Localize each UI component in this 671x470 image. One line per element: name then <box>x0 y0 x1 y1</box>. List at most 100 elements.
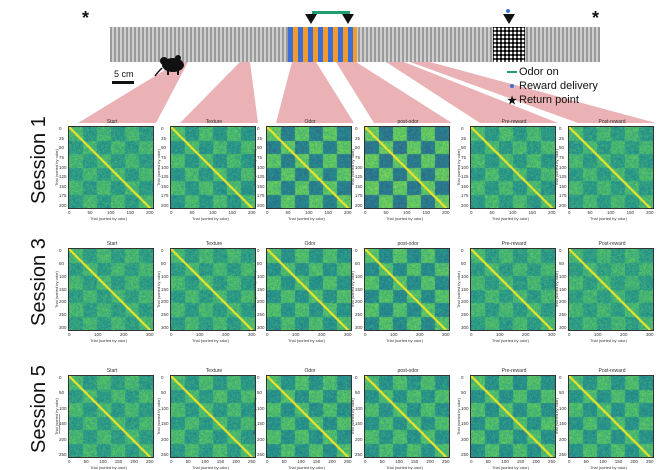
y-tick-label: 100 <box>461 405 469 411</box>
y-tick-label: 50 <box>461 145 467 151</box>
legend-item-return: ★ Return point <box>505 93 598 107</box>
y-tick-label: 200 <box>59 299 67 305</box>
track-stripe <box>293 27 298 62</box>
y-tick-label: 200 <box>355 203 363 208</box>
track-stripe <box>348 27 353 62</box>
y-tick-label: 50 <box>161 390 167 396</box>
y-tick-label: 125 <box>355 174 363 180</box>
x-tick-label: 200 <box>248 210 256 215</box>
track-stripe <box>323 27 328 62</box>
x-axis-label: Trial (sorted by odor) <box>288 216 325 221</box>
x-tick-label: 300 <box>344 332 352 337</box>
zoom-fan <box>386 62 558 123</box>
y-tick-label: 50 <box>559 390 565 396</box>
x-tick-label: 100 <box>390 332 398 337</box>
y-tick-label: 300 <box>59 325 67 330</box>
heatmap-texture <box>170 375 256 458</box>
heatmap-start <box>68 126 154 209</box>
y-tick-label: 300 <box>257 325 265 330</box>
y-tick-label: 200 <box>257 436 265 442</box>
x-tick-label: 100 <box>403 210 411 215</box>
y-tick-label: 75 <box>355 154 361 160</box>
y-tick-label: 250 <box>355 312 363 318</box>
return-point-star-icon: * <box>592 8 600 28</box>
y-tick-label: 125 <box>461 174 469 180</box>
return-point-star-icon: * <box>82 8 90 28</box>
heatmap-title: Texture <box>205 119 223 125</box>
x-tick-label: 100 <box>305 210 313 215</box>
heatmap-image <box>267 249 351 330</box>
x-tick-label: 300 <box>646 332 654 337</box>
y-tick-label: 100 <box>59 405 67 411</box>
y-axis-label: Trial (sorted by odor) <box>554 271 559 308</box>
y-axis-label: Trial (sorted by odor) <box>156 271 161 308</box>
y-tick-label: 100 <box>161 405 169 411</box>
y-axis-label: Trial (sorted by odor) <box>350 398 355 435</box>
y-axis-label: Trial (sorted by odor) <box>54 149 59 186</box>
x-tick-label: 200 <box>548 210 556 215</box>
y-tick-label: 150 <box>461 286 469 292</box>
y-tick-label: 100 <box>559 273 567 279</box>
y-tick-label: 150 <box>355 183 363 189</box>
heatmap-image <box>365 376 449 457</box>
heatmap-start <box>68 248 154 331</box>
x-axis-label: Trial (sorted by odor) <box>492 338 529 343</box>
legend-label: Reward delivery <box>519 80 598 92</box>
y-tick-label: 150 <box>355 286 363 292</box>
y-tick-label: 250 <box>461 452 469 457</box>
odor-end-arrow-icon <box>342 14 354 24</box>
y-tick-label: 0 <box>161 126 164 131</box>
heatmap-title: Post-reward <box>598 368 626 374</box>
x-tick-label: 100 <box>209 210 217 215</box>
y-tick-label: 200 <box>355 436 363 442</box>
y-tick-label: 200 <box>257 203 265 208</box>
x-tick-label: 300 <box>248 332 256 337</box>
scale-bar <box>112 81 134 84</box>
heatmap-image <box>69 376 153 457</box>
x-tick-label: 300 <box>442 332 450 337</box>
y-tick-label: 200 <box>59 436 67 442</box>
y-axis-label: Trial (sorted by odor) <box>554 398 559 435</box>
x-axis-label: Trial (sorted by odor) <box>386 338 423 343</box>
x-tick-label: 0 <box>568 332 571 337</box>
y-tick-label: 0 <box>559 375 562 380</box>
track-stripe <box>343 27 348 62</box>
y-tick-label: 150 <box>461 183 469 189</box>
y-tick-label: 200 <box>559 436 567 442</box>
y-tick-label: 200 <box>161 299 169 305</box>
y-tick-label: 50 <box>461 390 467 396</box>
y-tick-label: 25 <box>59 135 65 141</box>
y-tick-label: 100 <box>461 273 469 279</box>
y-tick-label: 200 <box>461 203 469 208</box>
heatmap-title: post-odor <box>397 119 419 125</box>
y-tick-label: 200 <box>355 299 363 305</box>
scale-bar-label: 5 cm <box>114 69 134 79</box>
y-tick-label: 150 <box>257 286 265 292</box>
x-axis-label: Trial (sorted by odor) <box>590 338 627 343</box>
x-tick-label: 200 <box>416 332 424 337</box>
y-tick-label: 0 <box>161 375 164 380</box>
y-tick-label: 175 <box>355 193 363 199</box>
y-tick-label: 50 <box>559 145 565 151</box>
x-tick-label: 0 <box>568 210 571 215</box>
y-tick-label: 125 <box>59 174 67 180</box>
heatmap-image <box>171 376 255 457</box>
x-tick-label: 0 <box>170 210 173 215</box>
y-axis-label: Trial (sorted by odor) <box>252 271 257 308</box>
y-tick-label: 100 <box>559 405 567 411</box>
y-tick-label: 50 <box>559 260 565 266</box>
x-tick-label: 100 <box>196 332 204 337</box>
y-axis-label: Trial (sorted by odor) <box>252 149 257 186</box>
y-tick-label: 50 <box>59 390 65 396</box>
y-tick-label: 0 <box>461 248 464 253</box>
x-tick-label: 200 <box>442 210 450 215</box>
heatmap-title: Odor <box>304 368 316 374</box>
legend-item-reward: Reward delivery <box>505 79 598 93</box>
y-axis-label: Trial (sorted by odor) <box>350 149 355 186</box>
heatmap-image <box>471 249 555 330</box>
x-tick-label: 100 <box>94 332 102 337</box>
y-tick-label: 175 <box>59 193 67 199</box>
y-tick-label: 150 <box>161 183 169 189</box>
track-stripe <box>303 27 308 62</box>
